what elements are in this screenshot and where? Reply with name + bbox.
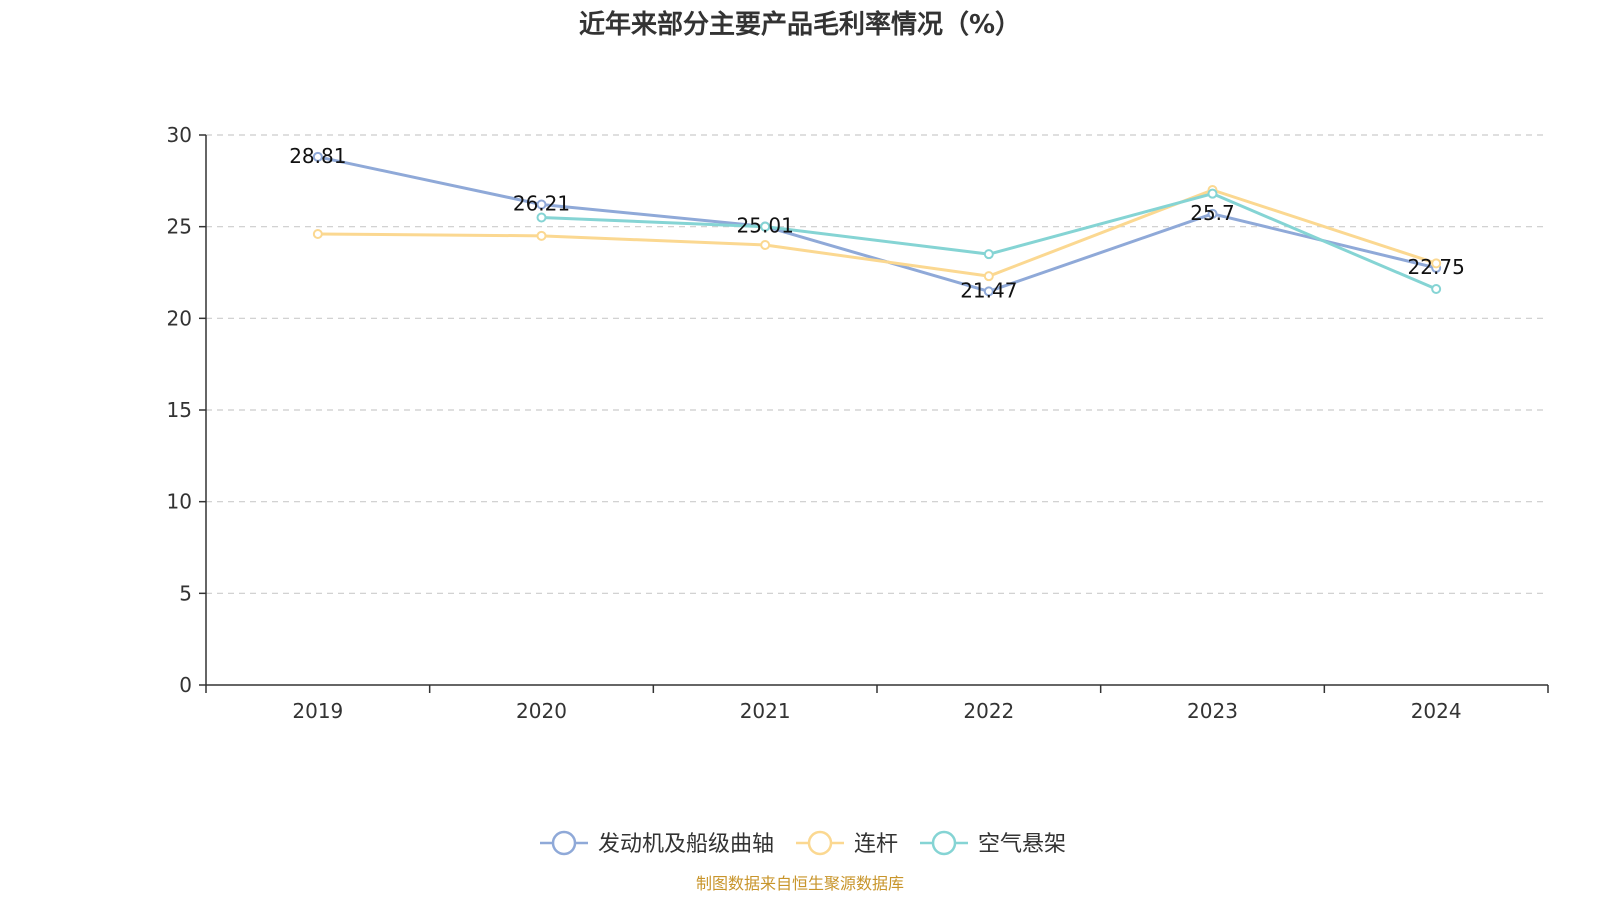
legend[interactable]: 发动机及船级曲轴 连杆 空气悬架 [540, 830, 1066, 857]
x-tick-label: 2022 [963, 699, 1014, 723]
data-point [1431, 284, 1442, 294]
y-tick-label: 30 [167, 123, 192, 147]
grid-lines [206, 134, 1548, 594]
data-point [983, 286, 994, 297]
x-tick-label: 2023 [1187, 699, 1238, 723]
data-point [1207, 208, 1218, 219]
series-line [317, 188, 1437, 278]
data-label: 25.7 [1190, 201, 1235, 225]
data-point [536, 230, 547, 241]
y-tick-label: 10 [167, 490, 192, 514]
data-label: 21.47 [960, 278, 1017, 302]
legend-circle-icon [807, 830, 833, 856]
series-line [317, 155, 1437, 293]
data-point [760, 240, 771, 250]
data-point [983, 271, 994, 282]
x-tick-label: 2020 [516, 699, 567, 723]
y-tick-label: 25 [167, 215, 192, 239]
data-point [312, 151, 323, 162]
legend-label: 空气悬架 [978, 832, 1066, 857]
legend-circle-icon [551, 830, 577, 856]
data-point [983, 249, 994, 260]
axes: 0 5 10 15 20 25 30 2019 2020 2021 2022 2023 2024 [167, 123, 1549, 723]
x-tick-label: 2019 [292, 699, 343, 723]
data-point [760, 221, 771, 232]
source-note: 制图数据来自恒生聚源数据库 [696, 874, 904, 893]
data-point [536, 199, 547, 210]
data-label: 28.81 [289, 144, 346, 168]
data-point [1431, 258, 1442, 269]
legend-item[interactable]: 空气悬架 [920, 830, 1066, 857]
data-label: 25.01 [737, 213, 794, 237]
y-tick-label: 5 [179, 581, 192, 605]
x-tick-label: 2024 [1411, 699, 1462, 723]
data-labels: 28.81 26.21 25.01 21.47 25.7 22.75 [289, 144, 1465, 303]
data-point [312, 229, 323, 239]
y-tick-label: 20 [167, 306, 192, 330]
y-tick-label: 0 [179, 673, 192, 697]
legend-label: 发动机及船级曲轴 [598, 832, 774, 857]
legend-circle-icon [931, 830, 957, 856]
legend-label: 连杆 [854, 832, 898, 857]
data-label: 26.21 [513, 191, 570, 215]
legend-item[interactable]: 连杆 [796, 830, 898, 857]
y-tick-label: 15 [167, 398, 192, 422]
data-point [536, 212, 547, 223]
series-lines [312, 151, 1442, 297]
chart-title: 近年来部分主要产品毛利率情况（%） [579, 9, 1021, 40]
x-tick-label: 2021 [740, 699, 791, 723]
legend-item[interactable]: 发动机及船级曲轴 [540, 830, 774, 857]
data-label: 22.75 [1408, 255, 1465, 279]
data-point [1207, 188, 1218, 199]
